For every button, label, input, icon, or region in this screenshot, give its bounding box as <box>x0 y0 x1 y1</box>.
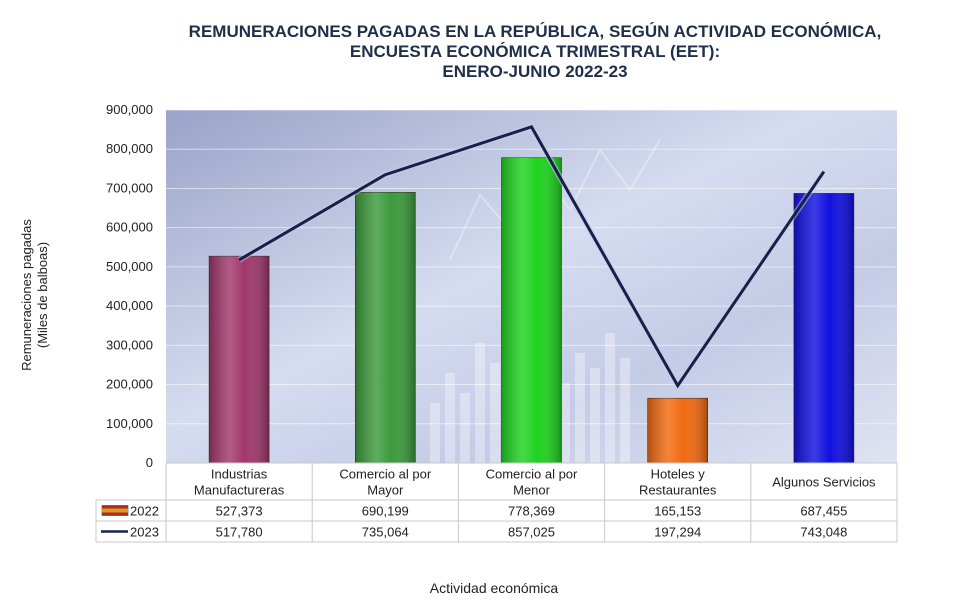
data-label-2022: 690,199 <box>362 504 409 519</box>
category-label: Restaurantes <box>639 483 717 498</box>
bar-shading <box>647 398 708 463</box>
y-tick-label: 300,000 <box>106 337 153 352</box>
line-2023 <box>238 125 826 389</box>
y-tick-label: 600,000 <box>106 220 153 235</box>
data-label-2022: 527,373 <box>216 504 263 519</box>
category-label: Industrias <box>211 467 268 482</box>
bar-shading <box>501 157 562 464</box>
x-axis-label: Actividad económica <box>429 580 559 596</box>
decor-bar <box>590 368 600 463</box>
legend-label-2022: 2022 <box>130 504 159 519</box>
data-label-2022: 165,153 <box>654 504 701 519</box>
data-label-2022: 687,455 <box>800 504 847 519</box>
line-series <box>237 123 827 392</box>
y-tick-label: 800,000 <box>106 141 153 156</box>
category-label: Menor <box>513 483 551 498</box>
category-label: Comercio al por <box>486 467 578 482</box>
data-label-2023: 517,780 <box>216 525 263 540</box>
category-label: Manufactureras <box>194 483 285 498</box>
decor-bar <box>575 353 585 463</box>
decor-bar <box>475 343 485 463</box>
bars <box>208 157 855 464</box>
legend-label-2023: 2023 <box>130 525 159 540</box>
y-tick-label: 200,000 <box>106 377 153 392</box>
category-label: Mayor <box>367 483 404 498</box>
data-label-2023: 735,064 <box>362 525 409 540</box>
category-label: Algunos Servicios <box>772 475 876 490</box>
decor-bar <box>490 363 500 463</box>
decor-bar <box>560 383 570 463</box>
decor-bar <box>605 333 615 463</box>
bar-shading <box>209 256 270 463</box>
y-tick-label: 400,000 <box>106 298 153 313</box>
category-label: Comercio al por <box>339 467 431 482</box>
decor-bar <box>430 403 440 463</box>
data-label-2023: 197,294 <box>654 525 701 540</box>
y-axis-ticks: 0 100,000 200,000 300,000 400,000 500,000 600,… <box>106 102 153 470</box>
title-line: REMUNERACIONES PAGADAS EN LA REPÚBLICA, … <box>188 22 882 41</box>
title-line: ENCUESTA ECONÓMICA TRIMESTRAL (EET): <box>349 42 721 61</box>
data-label-2023: 857,025 <box>508 525 555 540</box>
y-tick-label: 700,000 <box>106 180 153 195</box>
bar-shading <box>793 193 854 463</box>
y-tick-label: 0 <box>146 455 153 470</box>
data-label-2022: 778,369 <box>508 504 555 519</box>
title-line: ENERO-JUNIO 2022-23 <box>442 62 628 81</box>
y-tick-label: 900,000 <box>106 102 153 117</box>
bar-shading <box>355 192 416 463</box>
decor-bar <box>620 358 630 463</box>
decor-bar <box>460 393 470 463</box>
y-tick-label: 100,000 <box>106 416 153 431</box>
data-label-2023: 743,048 <box>800 525 847 540</box>
legend-key-2022-highlight <box>102 508 128 513</box>
y-tick-label: 500,000 <box>106 259 153 274</box>
category-label: Hoteles y <box>651 467 706 482</box>
decor-bar <box>445 373 455 463</box>
chart-title: REMUNERACIONES PAGADAS EN LA REPÚBLICA, … <box>150 22 920 82</box>
